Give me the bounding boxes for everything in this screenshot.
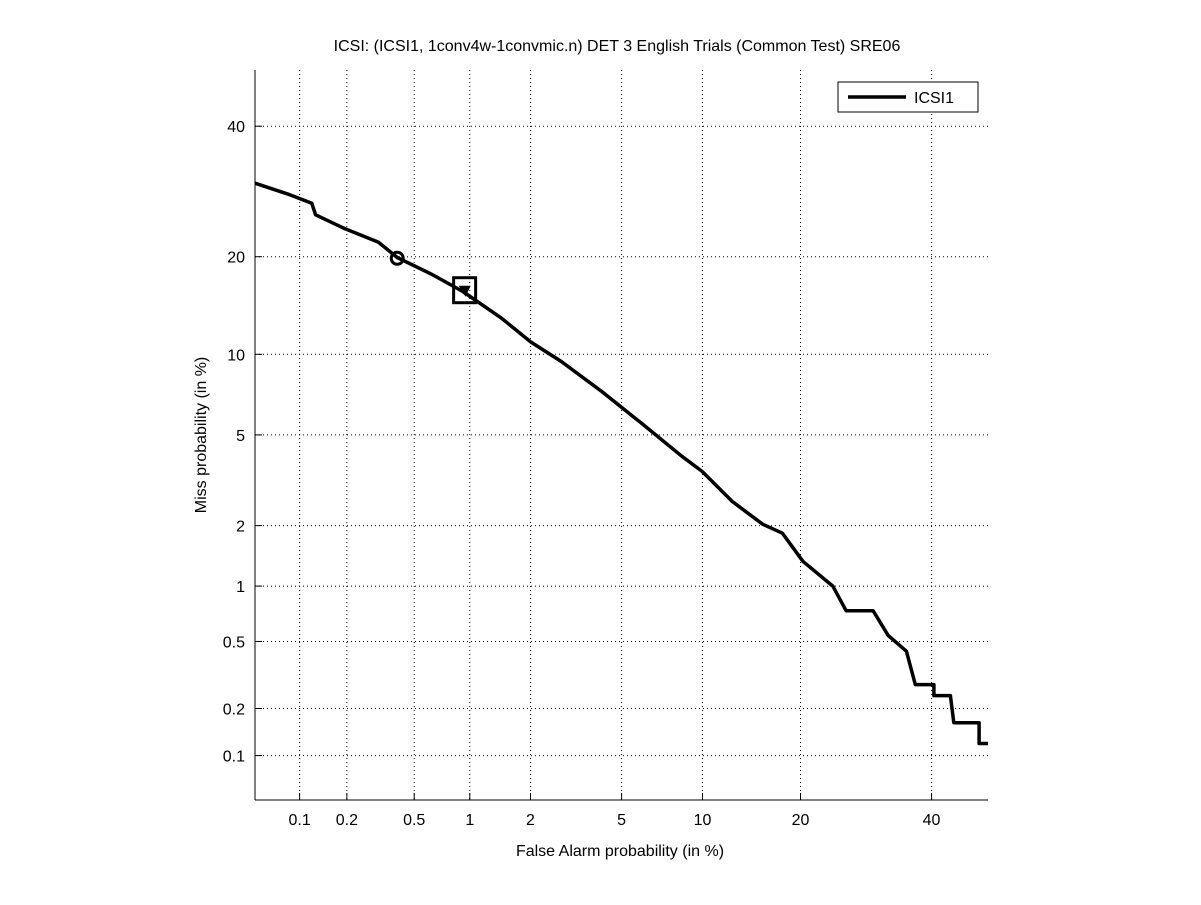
y-axis-label: Miss probability (in %): [193, 357, 210, 513]
y-tick-label: 10: [227, 347, 245, 364]
x-tick-label: 0.2: [336, 812, 358, 829]
y-tick-label: 2: [236, 519, 245, 536]
x-tick-label: 0.1: [288, 812, 310, 829]
x-tick-label: 0.5: [403, 812, 425, 829]
y-tick-label: 20: [227, 250, 245, 267]
x-tick-label: 40: [923, 812, 941, 829]
grid: [255, 70, 988, 800]
x-tick-label: 2: [526, 812, 535, 829]
y-tick-label: 5: [236, 428, 245, 445]
chart-title: ICSI: (ICSI1, 1conv4w-1convmic.n) DET 3 …: [334, 38, 901, 55]
y-tick-label: 40: [227, 119, 245, 136]
y-tick-label: 1: [236, 579, 245, 596]
min-dcf-point-marker: [452, 276, 478, 305]
x-axis-label: False Alarm probability (in %): [516, 843, 724, 860]
min-dcf-triangle-marker: [458, 285, 471, 297]
x-tick-labels: 0.1 0.2 0.5 1 2 5 10 20 40: [288, 812, 940, 829]
x-tick-label: 1: [465, 812, 474, 829]
x-tick-label: 5: [617, 812, 626, 829]
y-tick-labels: 0.1 0.2 0.5 1 2 5 10 20 40: [223, 119, 245, 765]
markers-layer: [389, 250, 478, 305]
legend-entry-icsi1: ICSI1: [914, 90, 954, 107]
x-tick-label: 10: [694, 812, 712, 829]
series-line-icsi1: [254, 181, 988, 746]
legend: ICSI1: [837, 81, 979, 113]
y-tick-label: 0.5: [223, 634, 245, 651]
actual-decision-point-marker: [389, 250, 405, 266]
x-tick-label: 20: [792, 812, 810, 829]
y-tick-label: 0.2: [223, 702, 245, 719]
y-tick-label: 0.1: [223, 749, 245, 766]
series-layer: [254, 181, 988, 746]
